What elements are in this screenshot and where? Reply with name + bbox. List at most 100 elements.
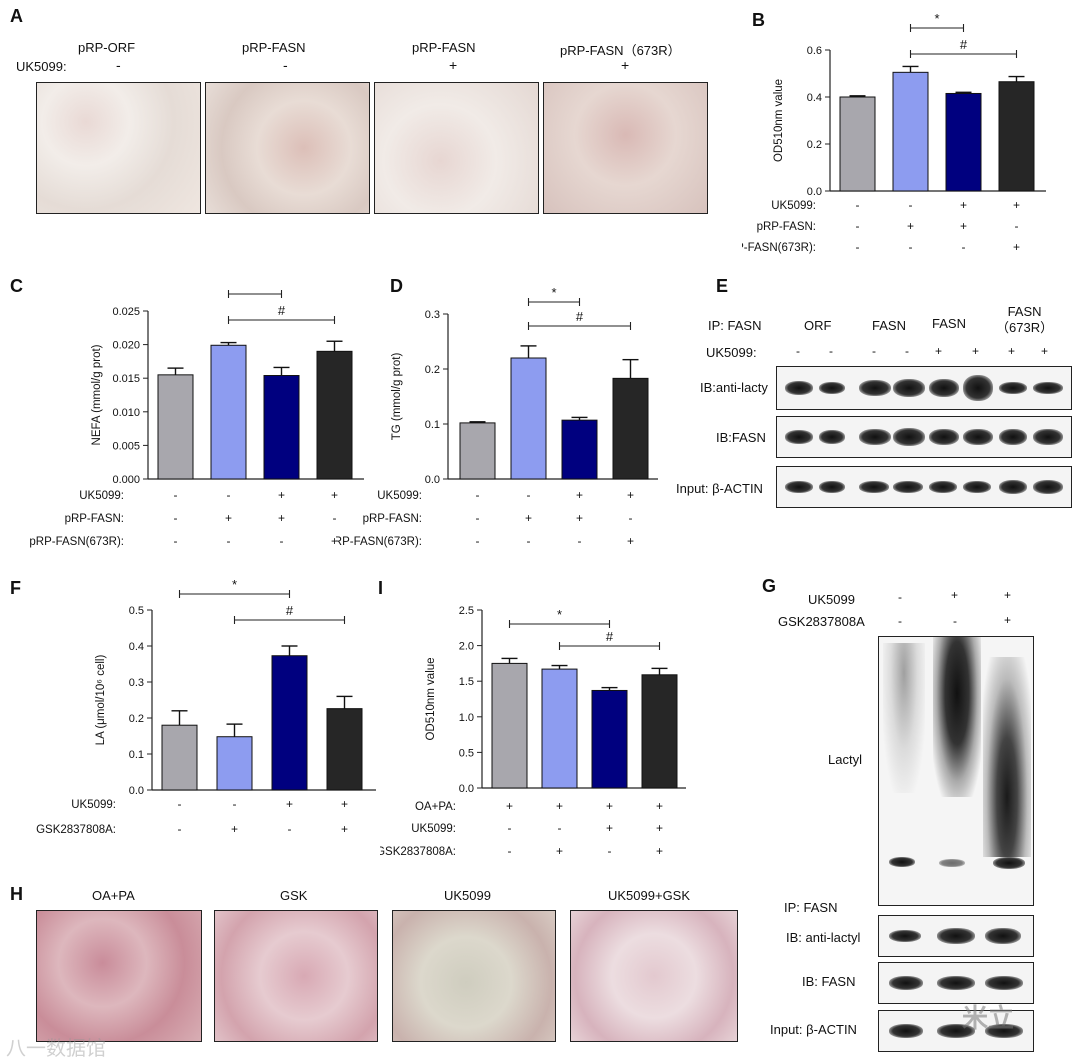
e-uk-sign: -	[829, 344, 833, 358]
condition-sign: +	[556, 844, 563, 858]
significance-mark: #	[286, 603, 294, 618]
condition-sign: -	[178, 797, 182, 811]
microscopy-image	[543, 82, 708, 214]
condition-sign: +	[1013, 240, 1020, 254]
condition-sign: +	[525, 511, 532, 525]
y-axis-label: OD510nm value	[425, 657, 437, 740]
y-tick-label: 0.4	[807, 92, 822, 104]
condition-sign: +	[225, 511, 232, 525]
condition-sign: -	[856, 219, 860, 233]
significance-mark: *	[557, 607, 562, 622]
significance-mark: #	[606, 629, 614, 644]
microscopy-image	[205, 82, 370, 214]
condition-sign: -	[629, 511, 633, 525]
y-tick-label: 0.005	[112, 440, 140, 452]
a-condition-1: pRP-ORF	[78, 40, 136, 55]
bar	[561, 419, 598, 480]
g-uk-sign: +	[1004, 588, 1012, 602]
g-row-label: Input: β-ACTIN	[770, 1022, 857, 1037]
significance-mark: #	[278, 303, 286, 318]
microscopy-image	[374, 82, 539, 214]
condition-sign: +	[1013, 198, 1020, 212]
panel-label-e: E	[716, 276, 729, 296]
condition-sign: -	[227, 534, 231, 548]
g-uk-sign: -	[898, 590, 902, 604]
condition-row-label: OA+PA:	[415, 801, 456, 813]
y-tick-label: 0.015	[112, 373, 140, 385]
a-condition-3: pRP-FASN	[412, 40, 476, 55]
condition-sign: -	[280, 534, 284, 548]
blot-g-fasn	[878, 962, 1034, 1004]
y-tick-label: 1.5	[459, 676, 474, 688]
y-tick-label: 0.000	[112, 474, 140, 486]
panel-label-g: G	[762, 576, 777, 596]
g-gsk-sign: +	[1004, 613, 1012, 627]
bar	[591, 689, 628, 789]
blot-beta-actin	[776, 466, 1072, 508]
condition-sign: -	[527, 488, 531, 502]
chart-d: 0.0 0.1 0.2 0.3 TG (mmol/g prot) * # UK5099: - - +…	[336, 286, 658, 548]
y-tick-label: 2.5	[459, 605, 474, 617]
y-tick-label: 0.010	[112, 407, 140, 419]
condition-sign: -	[476, 511, 480, 525]
bar	[326, 708, 363, 791]
e-row-label: IB:anti-lacty	[700, 380, 768, 395]
condition-sign: -	[508, 821, 512, 835]
y-axis-label: OD510nm value	[773, 79, 785, 162]
condition-sign: -	[962, 240, 966, 254]
e-uk-sign: +	[935, 344, 943, 358]
e-ip-label: IP: FASN	[708, 318, 762, 333]
e-uk-sign: -	[905, 344, 909, 358]
bar	[541, 668, 578, 789]
condition-row-label: pRP-FASN:	[363, 513, 422, 525]
condition-sign: -	[1015, 219, 1019, 233]
condition-sign: -	[527, 534, 531, 548]
blot-g-anti-lactyl	[878, 915, 1034, 957]
bar	[210, 344, 247, 480]
e-uk-sign: +	[972, 344, 980, 358]
condition-sign: +	[231, 822, 238, 836]
e-row-label: Input: β-ACTIN	[676, 481, 763, 496]
e-group-label: FASN	[872, 318, 906, 333]
chart-c: 0.000 0.005 0.010 0.015 0.020 0.025 NEFA (mmol…	[29, 286, 364, 548]
y-tick-label: 0.0	[129, 785, 144, 797]
e-group-label: ORF	[804, 318, 832, 333]
condition-row-label: pRP-FASN:	[757, 221, 816, 233]
condition-sign: +	[606, 821, 613, 835]
condition-sign: +	[286, 797, 293, 811]
microscopy-image	[392, 910, 556, 1042]
condition-row-label: GSK2837808A:	[36, 824, 116, 836]
bar	[641, 674, 678, 789]
condition-sign: -	[178, 822, 182, 836]
y-tick-label: 0.1	[425, 419, 440, 431]
condition-sign: +	[656, 844, 663, 858]
panel-label-h: H	[10, 884, 23, 904]
g-uk-label: UK5099	[808, 592, 855, 607]
y-tick-label: 0.0	[459, 783, 474, 795]
condition-row-label: pRP-FASN(673R):	[29, 536, 124, 548]
bar	[510, 357, 547, 480]
condition-row-label: pRP-FASN(673R):	[336, 536, 422, 548]
y-axis-label: TG (mmol/g prot)	[391, 353, 403, 441]
condition-row-label: UK5099:	[771, 200, 816, 212]
panel-label-a: A	[10, 6, 23, 26]
e-group-label: FASN （673R）	[996, 304, 1054, 335]
g-gsk-sign: -	[898, 614, 902, 628]
a-uk-sign: +	[621, 57, 630, 73]
condition-sign: +	[627, 488, 634, 502]
condition-sign: +	[960, 219, 967, 233]
condition-sign: -	[608, 844, 612, 858]
significance-mark: #	[960, 37, 968, 52]
bar	[161, 724, 198, 791]
condition-sign: -	[856, 198, 860, 212]
condition-sign: +	[341, 822, 348, 836]
condition-sign: -	[558, 821, 562, 835]
condition-sign: -	[174, 534, 178, 548]
condition-sign: -	[476, 488, 480, 502]
blot-lactyl-smear	[878, 636, 1034, 906]
bar	[263, 375, 300, 480]
e-row-label: IB:FASN	[716, 430, 766, 445]
a-uk-sign: +	[449, 57, 458, 73]
a-uk-label: UK5099:	[16, 59, 67, 74]
condition-sign: +	[656, 799, 663, 813]
